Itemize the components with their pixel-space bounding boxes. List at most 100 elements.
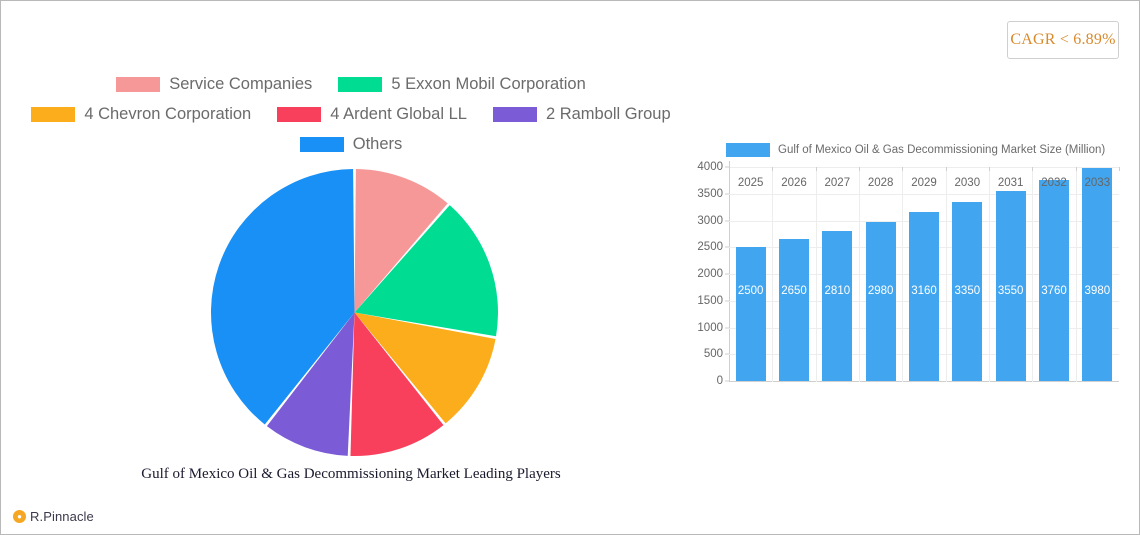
pie-legend: Service Companies 5 Exxon Mobil Corporati…: [1, 69, 701, 159]
bar[interactable]: 3550: [995, 191, 1026, 381]
x-axis-tick-label: 2029: [911, 177, 937, 189]
bar-chart-plot-area: 0 500 1000 1500 2000 2500 3000 3500 4000 2500 2025…: [697, 161, 1120, 387]
bar[interactable]: 3760: [1039, 179, 1069, 381]
x-axis-line: [729, 381, 1119, 382]
bar-legend-label: Gulf of Mexico Oil & Gas Decommissioning…: [778, 144, 1106, 156]
pie-slice[interactable]: [354, 205, 499, 337]
bar[interactable]: 3160: [909, 211, 939, 381]
vertical-gridline: [902, 167, 904, 382]
pie-legend-label: 5 Exxon Mobil Corporation: [391, 74, 586, 93]
bar-value-label: 2810: [824, 285, 851, 297]
vertical-gridline: [1032, 167, 1034, 382]
watermark-text: R.Pinnacle: [30, 509, 94, 524]
pie-legend-swatch: [299, 136, 344, 152]
bar[interactable]: 2980: [865, 221, 896, 381]
pie-legend-item[interactable]: 2 Ramboll Group: [492, 105, 671, 124]
gridline: [729, 193, 1119, 195]
bar-value-label: 3160: [911, 285, 937, 297]
pinnacle-logo-glyph: ●: [17, 511, 22, 521]
bar[interactable]: 3980: [1082, 168, 1113, 381]
vertical-gridline: [989, 167, 990, 382]
pie-legend-label: 4 Ardent Global LL: [330, 104, 467, 123]
x-axis-tick-mark: [989, 167, 990, 171]
y-axis-tick-label: 2500: [697, 241, 723, 254]
y-axis-tick-mark: [725, 193, 729, 195]
pie-legend-item[interactable]: 5 Exxon Mobil Corporation: [338, 74, 586, 94]
bar-value-label: 3760: [1041, 285, 1067, 297]
bar[interactable]: 2500: [735, 247, 766, 381]
pinnacle-logo-icon: ●: [13, 510, 26, 523]
pie-legend-swatch: [116, 76, 161, 92]
x-axis-tick-mark: [945, 167, 947, 171]
pie-legend-row: Service Companies 5 Exxon Mobil Corporati…: [1, 69, 701, 99]
bar-value-label: 2650: [781, 285, 807, 297]
bar-value-label: 3550: [997, 285, 1024, 297]
y-axis-tick-mark: [725, 273, 729, 275]
vertical-gridline: [815, 167, 817, 382]
bar-chart: Gulf of Mexico Oil & Gas Decommissioning…: [691, 143, 1123, 405]
x-axis-tick-mark: [772, 167, 774, 171]
y-axis-tick-label: 3500: [697, 187, 723, 200]
pie-legend-swatch: [277, 106, 322, 122]
vertical-gridline: [945, 167, 947, 382]
y-axis-line: [729, 161, 730, 382]
pie-slice[interactable]: [211, 169, 355, 425]
x-axis-tick-label: 2030: [954, 177, 981, 189]
pie-chart: [211, 169, 498, 456]
x-axis-tick-label: 2033: [1084, 177, 1111, 189]
y-axis-tick-label: 1500: [697, 294, 723, 307]
vertical-gridline: [1075, 167, 1077, 382]
y-axis-tick-mark: [725, 166, 729, 168]
bar-legend-swatch: [726, 143, 770, 157]
pie-legend-swatch: [31, 106, 76, 122]
y-axis-tick-mark: [725, 300, 729, 302]
x-axis-tick-mark: [1032, 167, 1034, 171]
y-axis-tick-mark: [725, 246, 729, 248]
pie-legend-swatch: [492, 106, 537, 122]
x-axis-tick-label: 2025: [737, 177, 764, 189]
y-axis-tick-label: 4000: [697, 161, 723, 173]
vertical-gridline: [859, 167, 860, 382]
y-axis-tick-mark: [725, 327, 729, 328]
pie-slice[interactable]: [354, 312, 496, 424]
x-axis-tick-mark: [815, 167, 817, 171]
x-axis-tick-label: 2026: [781, 177, 807, 189]
pie-legend-item[interactable]: Service Companies: [116, 75, 312, 94]
gridline: [729, 167, 1119, 168]
pie-legend-row: 4 Chevron Corporation 4 Ardent Global LL 2…: [1, 99, 701, 129]
watermark: ● R.Pinnacle: [13, 509, 94, 524]
bar-value-label: 3350: [954, 285, 981, 297]
y-axis-tick-label: 1000: [697, 321, 723, 334]
bar-value-label: 2500: [737, 285, 764, 297]
y-axis-tick-label: 2000: [697, 268, 723, 280]
y-axis-tick-mark: [725, 220, 729, 221]
cagr-badge: CAGR < 6.89%: [1007, 21, 1119, 59]
x-axis-tick-mark: [729, 167, 730, 171]
bar[interactable]: 2650: [779, 239, 809, 381]
x-axis-tick-mark: [902, 167, 904, 171]
y-axis-tick-mark: [725, 380, 729, 382]
pie-legend-label: Others: [352, 134, 403, 153]
pie-legend-label: 4 Chevron Corporation: [84, 104, 252, 123]
x-axis-tick-label: 2027: [824, 177, 851, 189]
vertical-gridline: [772, 167, 774, 382]
x-axis-tick-label: 2028: [867, 177, 894, 189]
pie-legend-item[interactable]: 4 Ardent Global LL: [277, 105, 467, 124]
pie-slice[interactable]: [350, 312, 444, 456]
y-axis-tick-mark: [725, 353, 729, 355]
pie-slice[interactable]: [354, 169, 448, 313]
bar[interactable]: 2810: [822, 230, 853, 381]
pie-legend-item[interactable]: Others: [299, 134, 403, 154]
x-axis-tick-label: 2031: [997, 177, 1024, 189]
x-axis-tick-mark: [1075, 167, 1077, 171]
x-axis-tick-label: 2032: [1041, 177, 1067, 189]
pie-chart-svg: [211, 169, 498, 456]
bar-value-label: 2980: [867, 285, 894, 297]
bar-value-label: 3980: [1084, 285, 1111, 297]
pie-slice[interactable]: [266, 312, 355, 456]
bar[interactable]: 3350: [952, 201, 983, 381]
y-axis-tick-label: 500: [703, 348, 723, 361]
pie-legend-item[interactable]: 4 Chevron Corporation: [31, 105, 251, 124]
x-axis-tick-mark: [1119, 167, 1120, 171]
